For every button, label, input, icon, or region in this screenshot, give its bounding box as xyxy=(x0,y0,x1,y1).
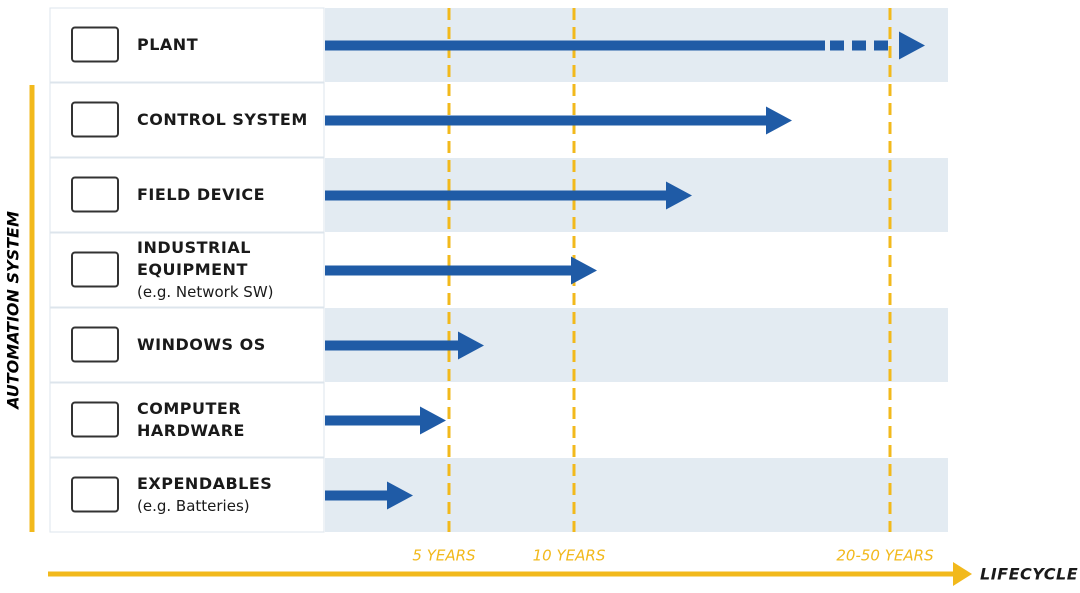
lifecycle-arrow-shaft xyxy=(325,340,460,351)
lifecycle-arrow-dash xyxy=(874,40,888,51)
row-label: PLANT xyxy=(137,35,198,54)
row-label: FIELD DEVICE xyxy=(137,185,265,204)
lifecycle-arrow-shaft xyxy=(325,115,768,126)
icon xyxy=(71,101,119,138)
label-cell xyxy=(49,82,325,158)
axis-label: LIFECYCLE xyxy=(980,565,1078,584)
lifecycle-arrow-head xyxy=(899,31,925,60)
marker-label: 5 YEARS xyxy=(412,547,476,565)
marker-label: 20-50 YEARS xyxy=(836,547,934,565)
icon xyxy=(71,26,119,63)
row-label: CONTROL SYSTEM xyxy=(137,110,308,129)
lifecycle-arrow-head xyxy=(571,256,597,285)
row-band xyxy=(325,458,948,532)
row-note: (e.g. Network SW) xyxy=(137,283,274,301)
row-label: EXPENDABLES xyxy=(137,474,272,493)
lifecycle-arrow-shaft xyxy=(325,40,825,51)
row-label: COMPUTER xyxy=(137,399,241,418)
lifecycle-arrow-head xyxy=(766,106,792,135)
marker-label: 10 YEARS xyxy=(533,547,606,565)
row-note: (e.g. Batteries) xyxy=(137,497,250,515)
row-label: HARDWARE xyxy=(137,421,245,440)
icon xyxy=(71,326,119,363)
rows: PLANT CONTROL SYSTEM FIELD DEVICE INDUSTRIA… xyxy=(49,7,948,565)
icon xyxy=(71,176,119,213)
label-cell xyxy=(49,232,325,308)
lifecycle-arrow-shaft xyxy=(325,265,573,276)
label-cell xyxy=(49,7,325,83)
lifecycle-arrow-head xyxy=(666,181,692,210)
lifecycle-arrow-dash xyxy=(852,40,866,51)
label-cell xyxy=(49,307,325,383)
row-label: EQUIPMENT xyxy=(137,260,248,279)
label-cell xyxy=(49,382,325,458)
row-label: WINDOWS OS xyxy=(137,335,266,354)
icon xyxy=(71,476,119,513)
label-cell xyxy=(49,457,325,533)
icon xyxy=(71,401,119,438)
lifecycle-arrow-head xyxy=(387,481,413,510)
lifecycle-arrow-shaft xyxy=(325,415,422,426)
lifecycle-arrow-head xyxy=(420,406,446,435)
lifecycle-arrow-dash xyxy=(830,40,844,51)
axis-arrowhead xyxy=(953,562,972,586)
lifecycle-arrow-shaft xyxy=(325,190,668,201)
lifecycle-arrow-head xyxy=(458,331,484,360)
row-label: INDUSTRIAL xyxy=(137,238,251,257)
label-cell xyxy=(49,157,325,233)
icon xyxy=(71,251,119,288)
vertical-label: AUTOMATION SYSTEM xyxy=(4,211,23,411)
lifecycle-arrow-shaft xyxy=(325,490,389,501)
